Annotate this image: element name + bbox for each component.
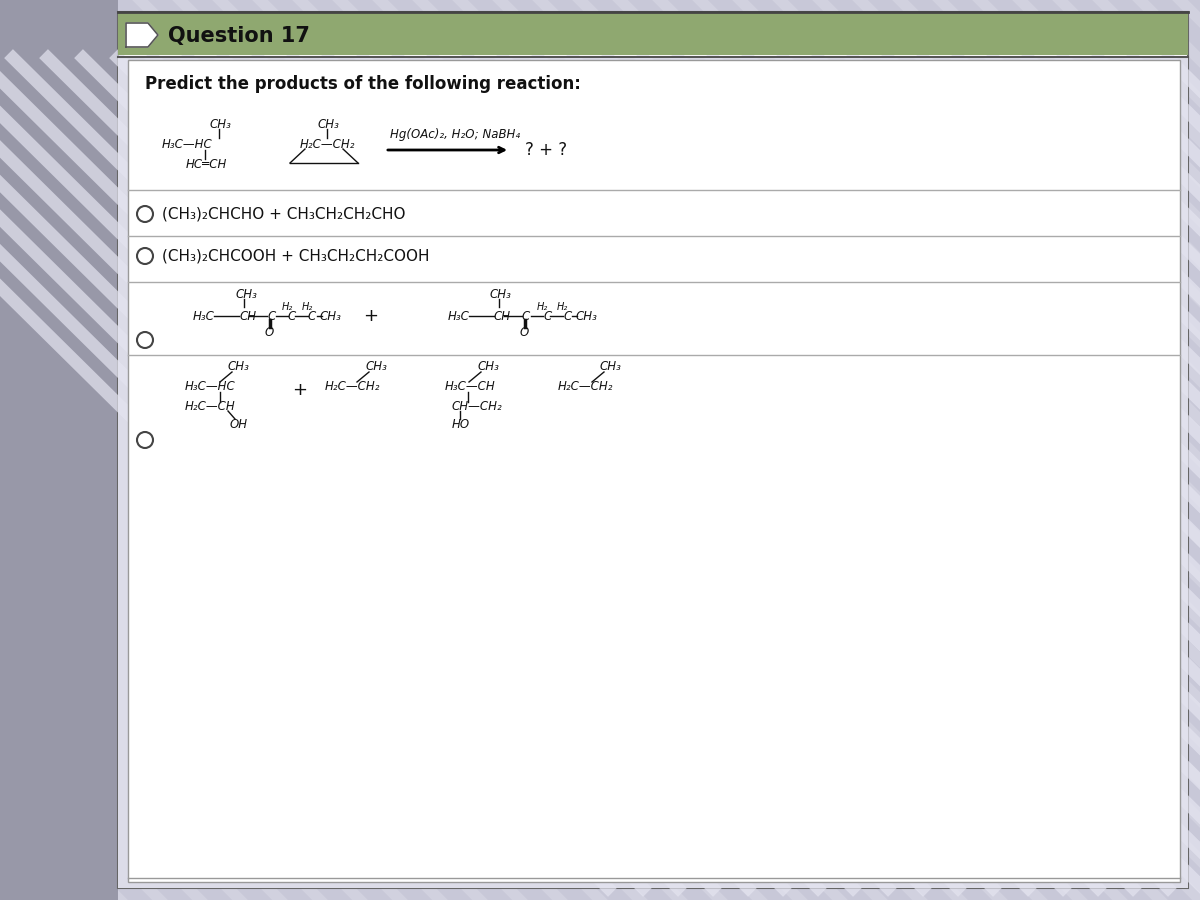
Circle shape xyxy=(137,206,154,222)
FancyBboxPatch shape xyxy=(118,12,1188,888)
Text: H₂: H₂ xyxy=(302,302,313,312)
Text: C: C xyxy=(266,310,275,322)
Text: ? + ?: ? + ? xyxy=(526,141,568,159)
Text: H₂C—CH₂: H₂C—CH₂ xyxy=(300,138,355,150)
Text: Predict the products of the following reaction:: Predict the products of the following re… xyxy=(145,75,581,93)
Circle shape xyxy=(137,332,154,348)
Text: CH₃: CH₃ xyxy=(235,287,257,301)
Text: CH₃: CH₃ xyxy=(228,361,250,374)
Text: H₂C—CH₂: H₂C—CH₂ xyxy=(325,381,380,393)
Text: CH₃: CH₃ xyxy=(320,310,342,322)
Text: OH: OH xyxy=(230,418,248,430)
Polygon shape xyxy=(126,23,158,47)
Text: CH₃: CH₃ xyxy=(490,287,512,301)
Text: HC═CH: HC═CH xyxy=(186,158,227,170)
Text: H₂C—CH: H₂C—CH xyxy=(185,400,235,412)
Text: CH: CH xyxy=(494,310,511,322)
Circle shape xyxy=(137,432,154,448)
Text: H₃C: H₃C xyxy=(448,310,470,322)
Text: CH₃: CH₃ xyxy=(600,361,622,374)
Text: C: C xyxy=(522,310,530,322)
Text: CH: CH xyxy=(239,310,256,322)
Text: CH—CH₂: CH—CH₂ xyxy=(451,400,502,412)
Text: CH₃: CH₃ xyxy=(365,361,386,374)
Text: O: O xyxy=(520,326,529,338)
Text: H₂: H₂ xyxy=(557,302,569,312)
Text: C: C xyxy=(308,310,317,322)
Text: H₃C—HC: H₃C—HC xyxy=(162,138,212,150)
Text: CH₃: CH₃ xyxy=(575,310,596,322)
Text: CH₃: CH₃ xyxy=(318,118,340,130)
Text: H₂: H₂ xyxy=(538,302,548,312)
Text: O: O xyxy=(265,326,275,338)
Text: +: + xyxy=(364,307,378,325)
Text: H₂: H₂ xyxy=(282,302,293,312)
Bar xyxy=(118,58,1188,888)
Text: H₂C—CH₂: H₂C—CH₂ xyxy=(558,381,613,393)
Text: H₃C—HC: H₃C—HC xyxy=(185,381,235,393)
Text: Hg(OAc)₂, H₂O; NaBH₄: Hg(OAc)₂, H₂O; NaBH₄ xyxy=(390,128,520,141)
Text: CH₃: CH₃ xyxy=(478,361,499,374)
Text: HO: HO xyxy=(452,418,470,430)
Text: C: C xyxy=(563,310,571,322)
Bar xyxy=(0,0,118,900)
Text: CH₃: CH₃ xyxy=(210,118,232,130)
Text: (CH₃)₂CHCHO + CH₃CH₂CH₂CHO: (CH₃)₂CHCHO + CH₃CH₂CH₂CHO xyxy=(162,206,406,221)
Bar xyxy=(118,12,1188,55)
Text: H₃C—CH: H₃C—CH xyxy=(445,381,496,393)
FancyBboxPatch shape xyxy=(128,60,1180,882)
Text: C: C xyxy=(288,310,296,322)
Text: Question 17: Question 17 xyxy=(168,26,310,46)
Text: C: C xyxy=(542,310,551,322)
Text: (CH₃)₂CHCOOH + CH₃CH₂CH₂COOH: (CH₃)₂CHCOOH + CH₃CH₂CH₂COOH xyxy=(162,248,430,264)
Circle shape xyxy=(137,248,154,264)
Text: +: + xyxy=(292,381,307,399)
Text: H₃C: H₃C xyxy=(193,310,215,322)
